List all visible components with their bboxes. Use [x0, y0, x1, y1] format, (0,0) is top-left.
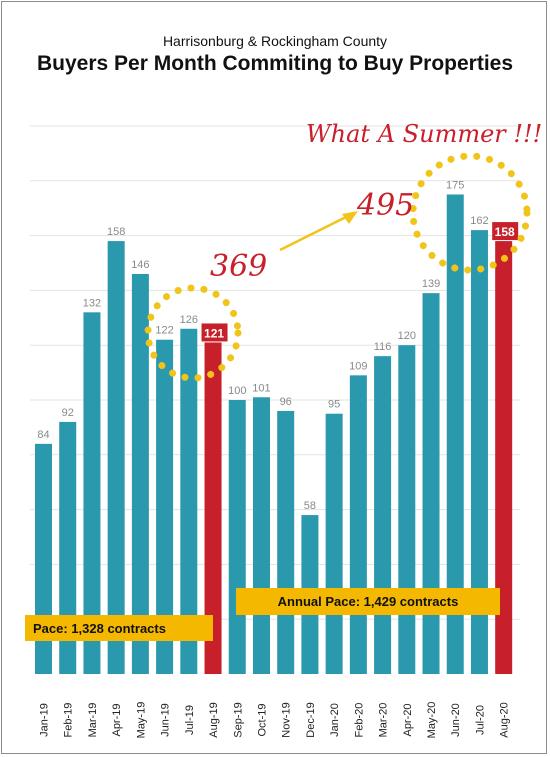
x-tick-label: Jan-20	[329, 703, 341, 737]
value-label: 175	[446, 180, 464, 192]
bar-nov-19	[277, 410, 295, 674]
x-tick-label: Mar-20	[378, 703, 390, 738]
bar-sep-19	[228, 400, 246, 674]
summer-2019-circle	[144, 284, 242, 382]
bar-jun-19	[156, 339, 174, 674]
bar-oct-19	[252, 397, 270, 674]
bar-apr-19	[107, 241, 125, 674]
pace-2020-label: Annual Pace: 1,429 contracts	[278, 594, 459, 609]
value-label: 116	[374, 341, 392, 353]
chart-title: Buyers Per Month Commiting to Buy Proper…	[36, 52, 514, 75]
growth-arrow	[279, 213, 351, 252]
value-label: 84	[37, 429, 49, 441]
x-tick-label: Apr-20	[402, 703, 414, 736]
bar-jan-20	[325, 413, 343, 674]
value-badge	[201, 323, 228, 342]
chart-subtitle: Harrisonburg & Rockingham County	[162, 33, 388, 49]
bar-feb-20	[349, 375, 367, 674]
x-tick-label: Jul-19	[184, 705, 196, 735]
before-total: 369	[210, 249, 267, 284]
pace-2019-label: Pace: 1,328 contracts	[33, 621, 166, 636]
value-label: 101	[252, 382, 270, 394]
bar-may-19	[131, 273, 149, 674]
x-tick-label: Oct-19	[256, 703, 268, 736]
value-label: 146	[131, 259, 149, 271]
value-label: 162	[470, 215, 488, 227]
value-label: 132	[83, 297, 101, 309]
summer-2020-circle	[409, 152, 531, 274]
value-label: 96	[280, 396, 292, 408]
value-label: 139	[422, 278, 440, 290]
value-badge	[492, 222, 519, 241]
x-tick-label: May-20	[426, 702, 438, 739]
x-tick-label: Dec-19	[305, 702, 317, 737]
arrow-head-icon	[342, 211, 358, 224]
bar-aug-20	[495, 241, 513, 674]
headline-annotation: What A Summer !!!	[306, 120, 542, 148]
x-tick-label: Aug-19	[208, 702, 220, 737]
x-tick-label: Jul-20	[474, 705, 486, 735]
value-label: 58	[304, 500, 316, 512]
pace-2020-box	[236, 588, 500, 615]
pace-2019-box	[25, 615, 213, 641]
value-label: 121	[204, 326, 224, 340]
value-label: 120	[398, 330, 416, 342]
bar-mar-20	[374, 356, 392, 674]
x-tick-label: Mar-19	[87, 703, 99, 738]
x-tick-label: Nov-19	[281, 702, 293, 737]
x-tick-label: Jan-19	[39, 703, 51, 737]
x-tick-label: Feb-20	[353, 703, 365, 738]
value-label: 126	[180, 314, 198, 326]
value-label: 92	[62, 407, 74, 419]
x-tick-label: Aug-20	[499, 702, 511, 737]
value-label: 122	[155, 325, 173, 337]
bar-jul-19	[180, 328, 198, 674]
value-label: 95	[328, 399, 340, 411]
bar-aug-19	[204, 342, 222, 674]
value-label: 109	[349, 360, 367, 372]
bar-mar-19	[83, 312, 101, 674]
value-label: 100	[228, 385, 246, 397]
x-tick-label: Sep-19	[232, 702, 244, 737]
bar-may-20	[422, 293, 440, 674]
x-tick-label: Feb-19	[63, 703, 75, 738]
bar-jun-20	[446, 194, 464, 674]
after-total: 495	[356, 188, 414, 223]
x-tick-label: Apr-19	[111, 703, 123, 736]
x-tick-label: May-19	[135, 702, 147, 739]
bar-apr-20	[398, 345, 416, 674]
x-tick-label: Jun-20	[450, 703, 462, 737]
value-label: 158	[495, 225, 515, 239]
bar-jul-20	[470, 230, 488, 674]
value-label: 158	[107, 226, 125, 238]
x-tick-label: Jun-19	[160, 703, 172, 737]
bar-feb-19	[59, 421, 77, 674]
